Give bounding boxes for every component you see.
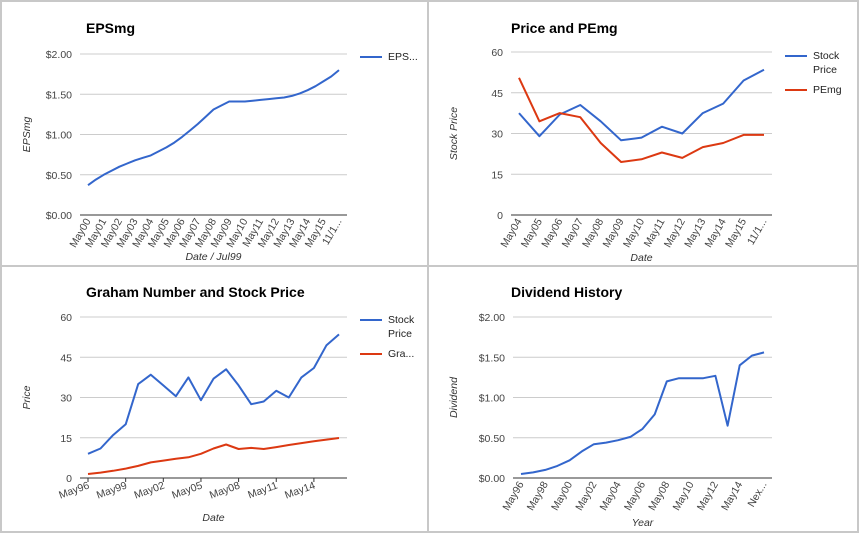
chart-panel-eps: EPSmg $0.00 $0.50 $1.00 $1.50 $2.00 May00 May01… xyxy=(2,2,427,265)
x-tick-label: May08 xyxy=(208,479,242,501)
y-tick-label: 60 xyxy=(60,312,72,324)
x-tick-label: May08 xyxy=(646,479,672,512)
price-pe-chart: Price and PEmg015304560May04May05May06Ma… xyxy=(448,20,842,264)
chart-panel-graham: Graham Number and Stock Price 0 15 30 45 60 Ma… xyxy=(2,267,427,531)
y-tick-label: 45 xyxy=(60,352,72,364)
chart-title: EPSmg xyxy=(86,20,135,36)
y-tick-label: $0.00 xyxy=(479,473,505,485)
y-tick-label: $1.50 xyxy=(479,352,505,364)
x-tick-label: May04 xyxy=(598,479,624,512)
legend-label-2: PEmg xyxy=(813,84,842,96)
y-tick-label: 15 xyxy=(491,169,503,181)
x-tick-label: May96 xyxy=(57,479,91,501)
x-tick-label: May10 xyxy=(671,479,697,512)
x-tick-label: May05 xyxy=(170,479,204,501)
x-tick-label: Nex... xyxy=(745,480,769,510)
series-line-2 xyxy=(87,437,340,475)
y-tick-label: 60 xyxy=(491,47,503,59)
x-axis-title: Date xyxy=(202,512,224,524)
y-tick-label: 0 xyxy=(66,473,72,485)
x-tick-label: May14 xyxy=(283,479,317,501)
x-axis-title: Date / Jul99 xyxy=(185,251,241,263)
graham-chart: Graham Number and Stock Price 0 15 30 45 60 Ma… xyxy=(21,284,415,524)
y-tick-label: 30 xyxy=(60,393,72,405)
chart-title: Dividend History xyxy=(511,284,622,300)
chart-panel-price-pe: Price and PEmg 0 15 30 45 60 May04 May05 May06 Ma… xyxy=(429,2,857,265)
eps-chart: EPSmg$0.00$0.50$1.00$1.50$2.00May00May01… xyxy=(21,20,418,263)
y-tick-label: 0 xyxy=(497,210,503,222)
y-tick-label: $1.50 xyxy=(46,89,72,101)
series-line-1 xyxy=(518,68,765,142)
y-axis-title: Dividend xyxy=(448,376,460,418)
y-tick-label: $2.00 xyxy=(479,312,505,324)
chart-title: Price and PEmg xyxy=(511,20,618,36)
series-line-2 xyxy=(518,77,764,163)
legend-label-2: Gra... xyxy=(388,348,414,360)
y-tick-label: 15 xyxy=(60,433,72,445)
x-tick-label: May06 xyxy=(622,479,648,512)
y-tick-label: $1.00 xyxy=(479,393,505,405)
x-tick-label: May02 xyxy=(573,479,599,512)
x-tick-label: May15 xyxy=(723,216,749,249)
y-tick-label: $0.00 xyxy=(46,210,72,222)
x-tick-label: May00 xyxy=(549,479,575,512)
series-line-1 xyxy=(520,351,765,475)
y-axis-title: Stock Price xyxy=(448,107,460,160)
legend-label-1: EPS... xyxy=(388,51,418,63)
legend-label-1: Stock Price xyxy=(388,314,415,340)
y-tick-label: $0.50 xyxy=(479,433,505,445)
x-tick-label: 11/1... xyxy=(745,217,770,248)
chart-panel-dividend: Dividend History $0.00 $0.50 $1.00 $1.50 $2.0… xyxy=(429,267,857,531)
x-tick-label: May14 xyxy=(719,479,745,512)
y-tick-label: $0.50 xyxy=(46,170,72,182)
x-axis-title: Date xyxy=(630,252,652,264)
x-tick-label: May98 xyxy=(525,479,551,512)
series-line-1 xyxy=(87,333,340,455)
x-tick-label: May02 xyxy=(133,479,167,501)
series-line-1 xyxy=(87,69,340,187)
legend-label-1: Stock Price xyxy=(813,50,840,76)
x-tick-label: May99 xyxy=(95,479,129,501)
x-tick-label: May12 xyxy=(695,479,721,512)
x-axis-title: Year xyxy=(632,517,654,529)
chart-title: Graham Number and Stock Price xyxy=(86,284,305,300)
y-axis-title: EPSmg xyxy=(21,117,33,153)
y-tick-label: 30 xyxy=(491,129,503,141)
x-tick-label: May11 xyxy=(246,479,279,501)
y-axis-title: Price xyxy=(21,385,33,409)
y-tick-label: $2.00 xyxy=(46,49,72,61)
dividend-chart: Dividend History $0.00 $0.50 $1.00 $1.50 $2.0… xyxy=(448,284,772,529)
y-tick-label: $1.00 xyxy=(46,130,72,142)
y-tick-label: 45 xyxy=(491,88,503,100)
